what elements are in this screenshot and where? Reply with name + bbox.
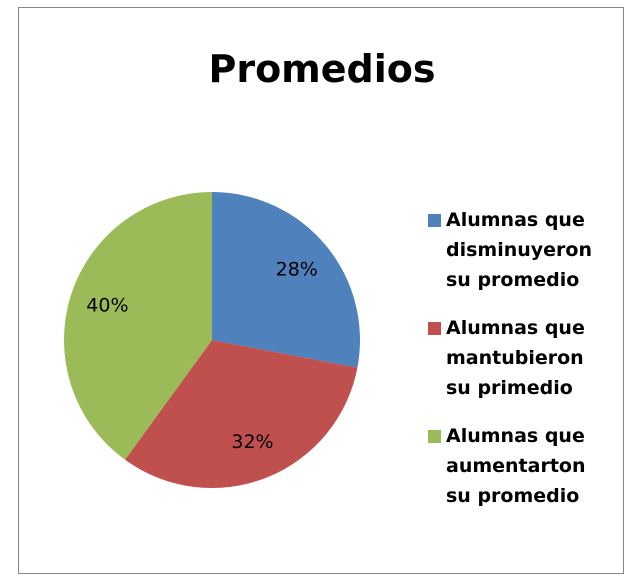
legend-label: Alumnas que aumentarton su promedio: [446, 425, 586, 507]
data-label: 32%: [231, 431, 273, 453]
legend-swatch: [428, 322, 441, 335]
data-label: 40%: [86, 295, 128, 317]
pie-slice: [125, 340, 358, 489]
chart-title: Promedios: [208, 47, 435, 91]
legend-label: Alumnas que disminuyeron su promedio: [446, 209, 593, 291]
legend: Alumnas que disminuyeron su promedio Alum…: [428, 205, 608, 529]
legend-entry: Alumnas que disminuyeron su promedio: [428, 205, 608, 295]
pie-slice: [64, 192, 212, 460]
legend-label: Alumnas que mantubieron su primedio: [446, 317, 585, 399]
data-label: 28%: [276, 258, 318, 280]
pie-slice: [212, 192, 361, 368]
chart-frame: [18, 7, 624, 574]
legend-swatch: [428, 214, 441, 227]
legend-entry: Alumnas que mantubieron su primedio: [428, 313, 608, 403]
legend-swatch: [428, 430, 441, 443]
legend-entry: Alumnas que aumentarton su promedio: [428, 421, 608, 511]
